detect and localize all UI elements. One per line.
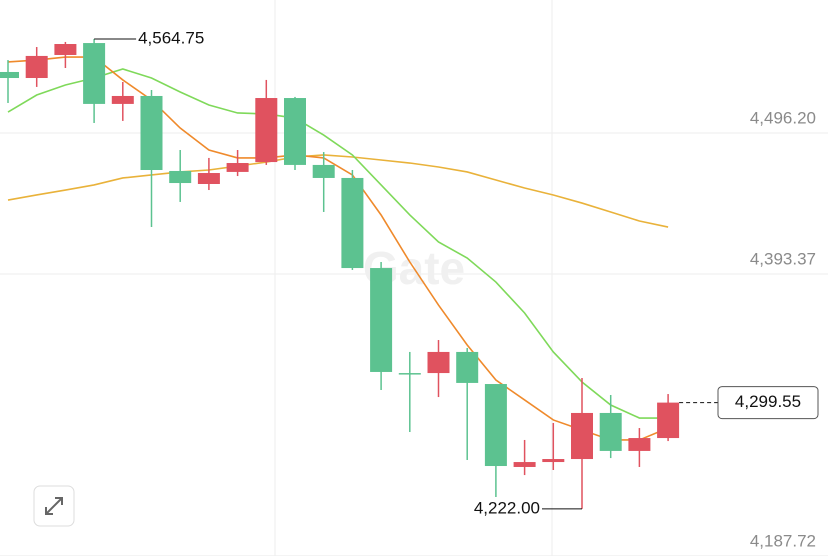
grid: 4,496.20 4,393.37 4,187.72 [0,108,828,556]
candle-body [542,459,565,463]
candle-body [341,177,364,269]
last-price-box [717,386,819,420]
y-tick-label: 4,187.72 [750,531,816,550]
candle-body [0,71,19,79]
moving-average-line [7,154,669,228]
high-label: 4,564.75 [138,28,204,47]
candle-body [599,412,622,451]
candle-body [169,170,192,184]
candle-body [628,438,651,451]
candle-body [312,164,335,178]
candle-body [140,95,163,171]
y-tick-label: 4,496.20 [750,108,816,127]
moving-average-line [7,68,669,419]
candle-body [398,373,421,375]
candle-body [427,351,450,374]
low-label: 4,222.00 [474,498,540,517]
candle-body [284,98,306,165]
y-tick-label: 4,393.37 [750,249,816,268]
candle-body [484,384,507,467]
candle-body [111,95,134,104]
candle-body [226,163,249,172]
last-price-label: 4,299.55 [735,392,801,411]
candle-body [83,43,106,104]
plot: 4,564.75 4,222.00 4,299.55 [0,28,819,517]
candle-body [255,98,278,163]
candle-body [657,402,680,439]
candle-body [571,412,593,460]
candle-body [25,55,48,79]
candle-body [54,44,77,55]
moving-average-line [7,56,669,441]
candle-body [197,173,220,184]
candle-body [456,351,479,383]
candle-body [513,462,536,467]
candle-body [370,268,393,372]
expand-button[interactable] [33,485,75,527]
